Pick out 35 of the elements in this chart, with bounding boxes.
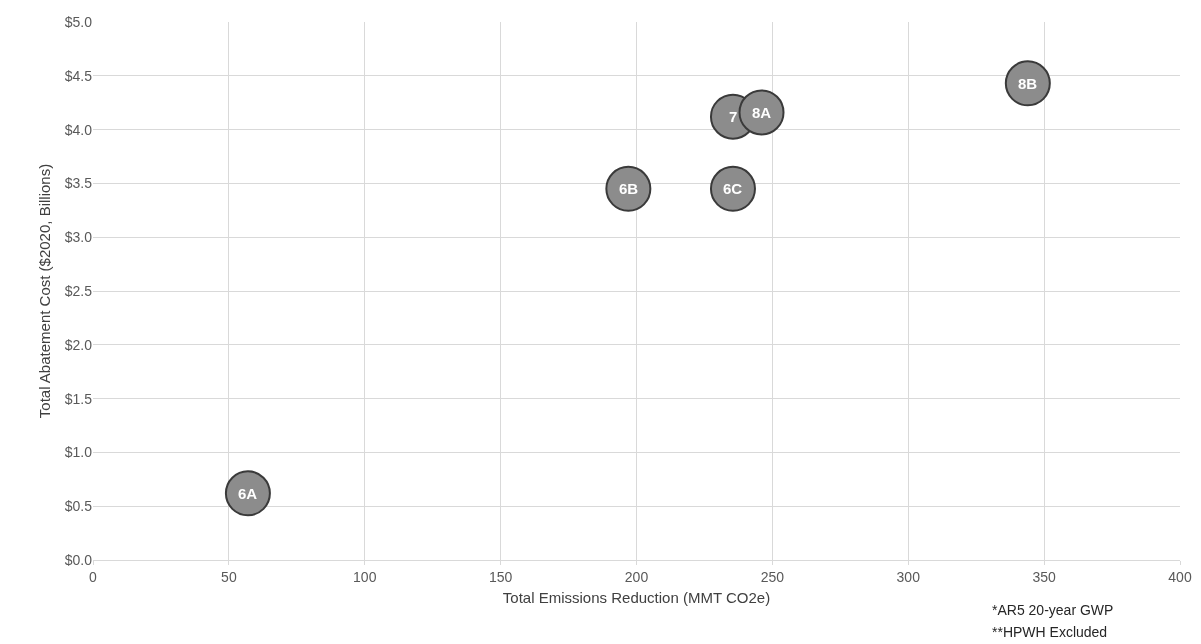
text: *AR5 20-year GWP (992, 602, 1114, 618)
x-tick-label: 350 (1032, 568, 1057, 585)
x-tick-label: 100 (353, 568, 377, 585)
point (709, 165, 756, 212)
x-tick-label: 200 (624, 568, 649, 585)
annotation: 6B (619, 180, 639, 197)
y-tick-label: $0.0 (64, 551, 93, 568)
y-tick-label: $5.0 (64, 13, 93, 30)
y-tick-label: $2.0 (64, 336, 93, 353)
annotation: 7 (729, 108, 738, 125)
x-tick-label: 50 (221, 568, 237, 585)
x-tick-label: 250 (760, 568, 785, 585)
x-tick-label: 400 (1168, 568, 1192, 585)
x-axis-title: Total Emissions Reduction (MMT CO2e) (502, 588, 771, 606)
y-tick-label: $1.5 (64, 390, 93, 407)
annotation: 6A (238, 485, 258, 502)
point (738, 89, 785, 136)
y-tick-label: $1.0 (64, 444, 93, 461)
y-tick-label: $3.5 (64, 175, 93, 192)
annotation: 8B (1018, 75, 1038, 92)
annotation: 6C (723, 180, 743, 197)
y-tick-label: $4.0 (64, 121, 93, 138)
point (224, 470, 271, 517)
annotation: 8A (752, 104, 772, 121)
y-tick-label: $4.5 (64, 67, 93, 84)
y-tick-label: $2.5 (64, 282, 93, 299)
x-tick-label: 300 (896, 568, 921, 585)
x-tick-label: 0 (89, 568, 98, 585)
point (605, 165, 652, 212)
x-tick-label: 150 (488, 568, 513, 585)
point (1004, 60, 1051, 107)
text: **HPWH Excluded (992, 624, 1108, 640)
y-axis-title: Total Abatement Cost ($2020, Billions) (36, 163, 53, 419)
y-tick-label: $3.0 (64, 229, 93, 246)
y-tick-label: $0.5 (64, 498, 93, 515)
